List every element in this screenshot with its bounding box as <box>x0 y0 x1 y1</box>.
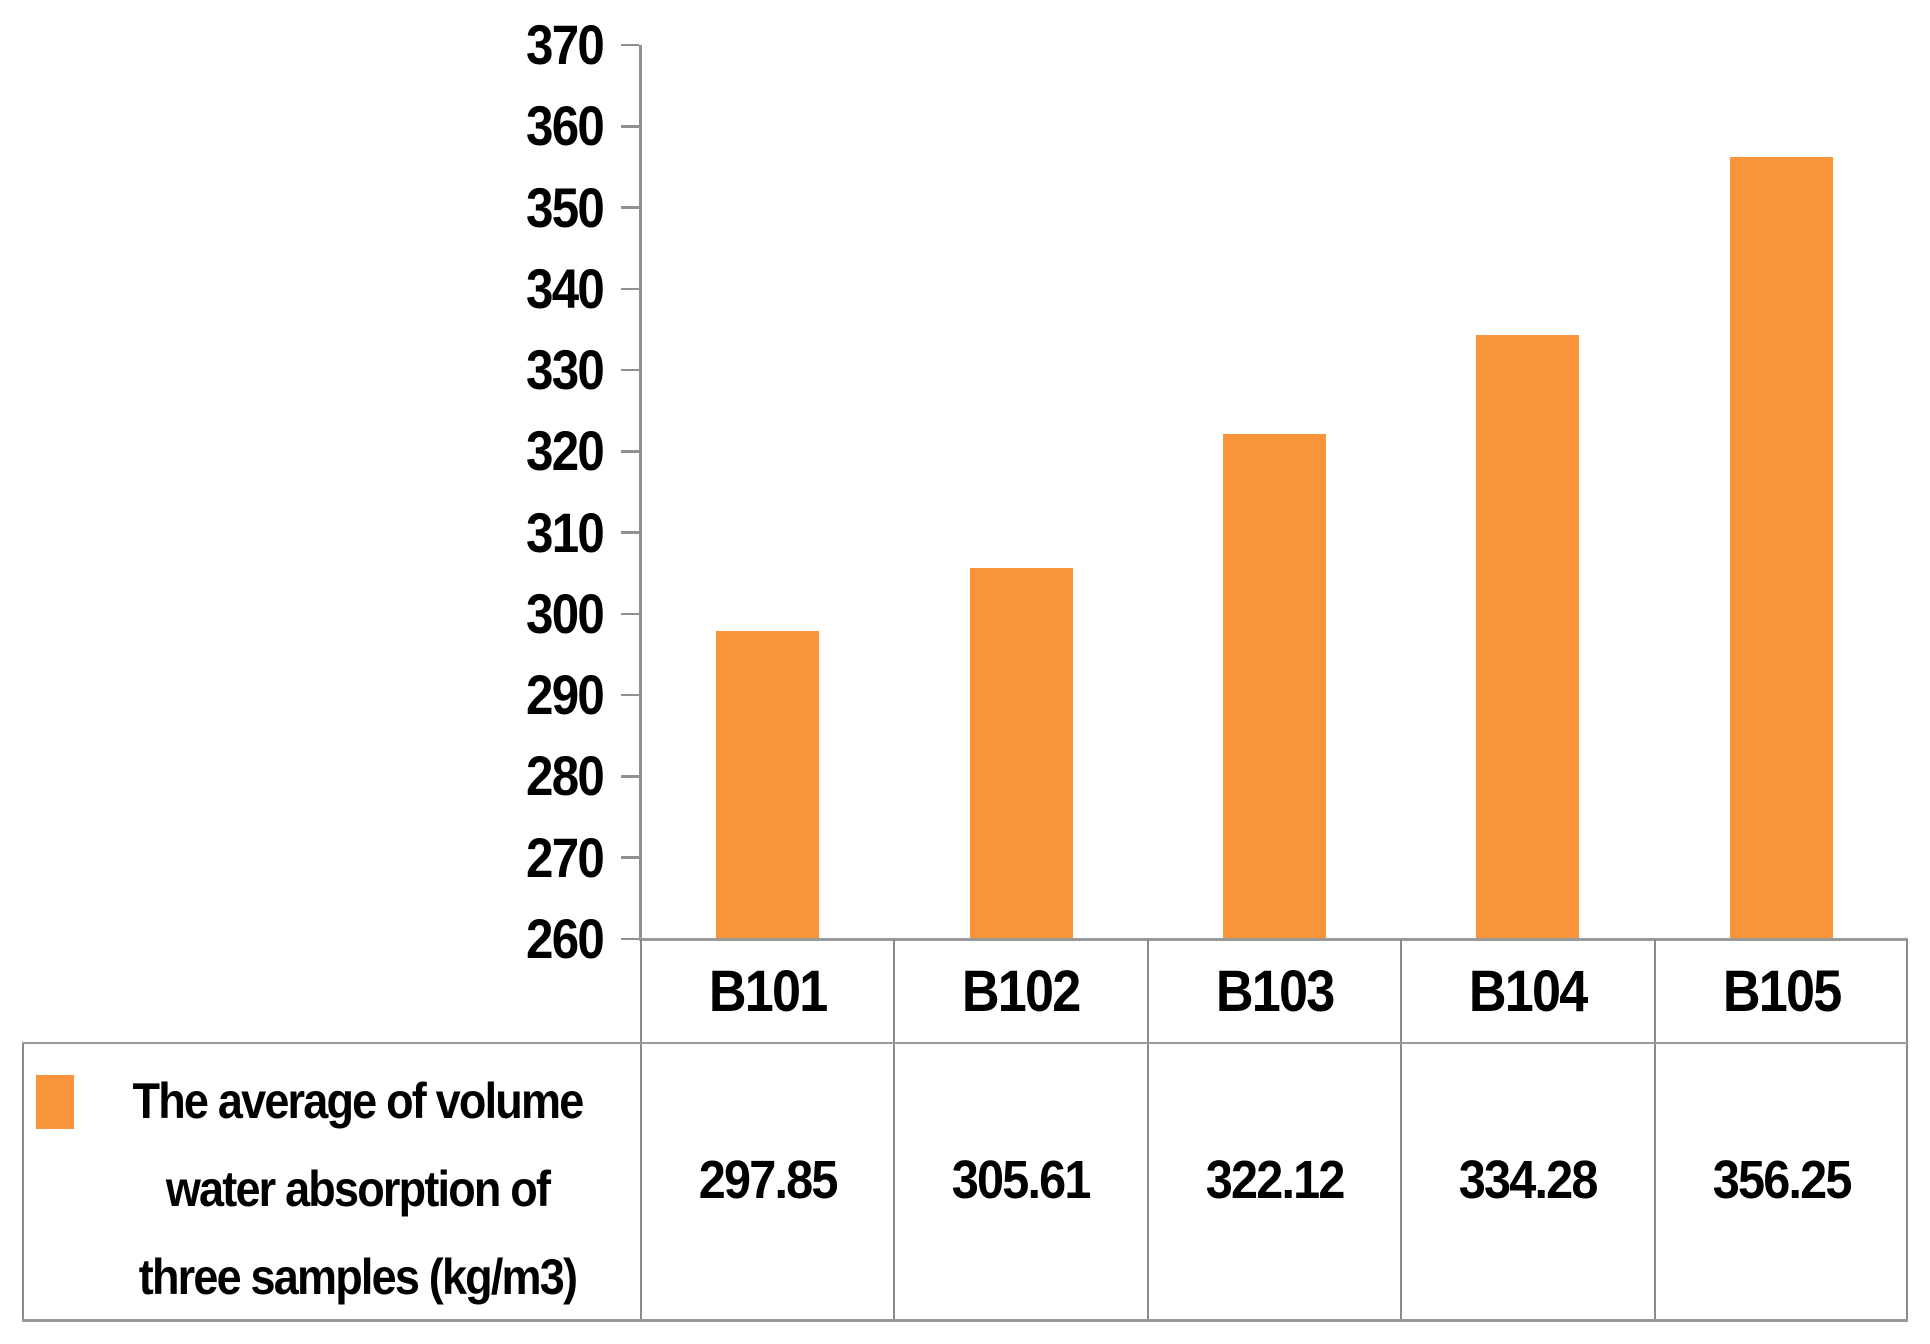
table-column-border <box>1906 939 1908 1320</box>
y-axis-tick-mark <box>621 775 639 778</box>
category-label: B102 <box>962 959 1081 1024</box>
y-axis-tick-label: 320 <box>526 419 605 483</box>
y-axis-tick-mark <box>621 287 639 291</box>
value-cell: 356.25 <box>1712 1150 1852 1210</box>
table-column-border <box>1146 939 1149 1320</box>
value-cell: 334.28 <box>1458 1150 1599 1210</box>
y-axis-tick-label: 340 <box>526 256 605 320</box>
y-axis-tick-label: 290 <box>526 663 605 727</box>
y-axis-tick-mark <box>621 531 639 534</box>
y-axis-tick-label: 300 <box>526 581 605 645</box>
y-axis-tick-label: 280 <box>526 744 605 808</box>
y-axis-tick-mark <box>621 206 639 209</box>
bar-b101 <box>716 631 820 939</box>
y-axis-tick-mark <box>621 450 639 453</box>
legend-label-line: The average of volume <box>132 1073 585 1129</box>
y-axis-tick-label: 260 <box>526 907 605 970</box>
table-column-border <box>893 939 896 1320</box>
y-axis-tick-label: 270 <box>526 825 605 889</box>
table-bottom-border <box>22 1318 1908 1322</box>
legend-label-line: water absorption of <box>165 1161 551 1217</box>
bar-b104 <box>1476 335 1580 939</box>
x-axis-baseline <box>639 937 1908 941</box>
category-label: B105 <box>1722 959 1841 1024</box>
y-axis-tick-mark <box>621 937 639 941</box>
y-axis-tick-mark <box>621 43 639 47</box>
table-column-border <box>1653 939 1656 1320</box>
y-axis-tick-mark <box>621 125 639 128</box>
table-column-border <box>1400 939 1403 1320</box>
value-cell: 297.85 <box>698 1150 839 1210</box>
legend-label-line: three samples (kg/m3) <box>138 1249 578 1305</box>
y-axis-tick-mark <box>621 693 639 697</box>
value-cell: 305.61 <box>952 1150 1092 1210</box>
y-axis-tick-mark <box>621 856 639 859</box>
table-left-border <box>22 1043 24 1320</box>
bar-b102 <box>969 568 1073 939</box>
legend-label: The average of volume water absorption of… <box>80 1057 635 1321</box>
bar-b103 <box>1223 434 1326 939</box>
table-row-separator <box>22 1041 1908 1045</box>
y-axis-tick-label: 360 <box>526 94 605 158</box>
y-axis-tick-mark <box>621 368 639 372</box>
y-axis-tick-label: 310 <box>526 500 605 564</box>
category-label: B103 <box>1215 959 1335 1024</box>
legend-cell: The average of volume water absorption of… <box>24 1045 639 1316</box>
category-label: B101 <box>708 959 828 1024</box>
y-axis-line <box>639 45 642 941</box>
y-axis-tick-mark <box>621 612 639 616</box>
value-cell: 322.12 <box>1205 1150 1346 1210</box>
y-axis-tick-label: 330 <box>526 338 605 402</box>
table-column-border <box>640 939 642 1320</box>
y-axis-tick-label: 370 <box>526 13 605 76</box>
legend-marker-icon <box>36 1075 74 1129</box>
bar-b105 <box>1729 156 1833 939</box>
y-axis-tick-label: 350 <box>526 175 605 239</box>
category-label: B104 <box>1469 959 1588 1024</box>
